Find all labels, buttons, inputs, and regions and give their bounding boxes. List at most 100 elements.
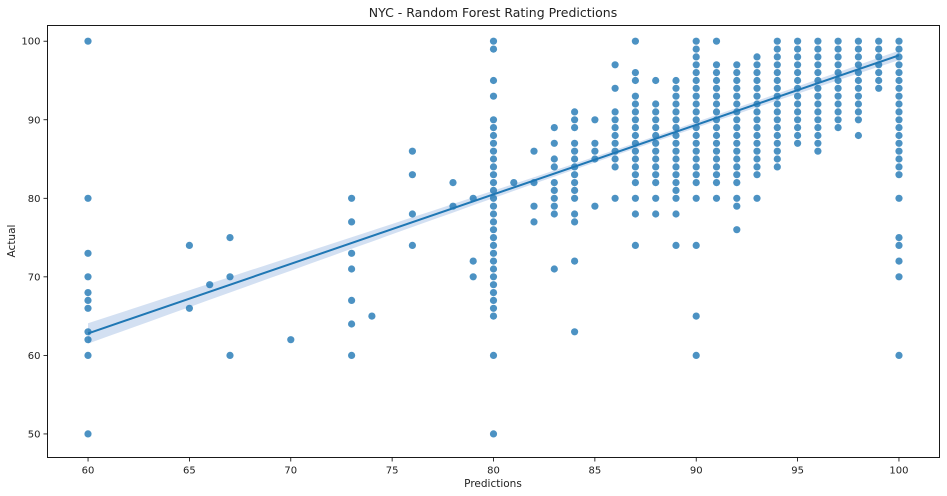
data-point — [672, 131, 680, 140]
data-point — [733, 100, 741, 108]
data-point — [611, 139, 619, 147]
data-point — [692, 92, 700, 100]
data-point — [692, 171, 700, 179]
y-axis: 50 60 70 80 90 100 — [21, 37, 48, 440]
data-point — [814, 45, 822, 53]
data-point — [875, 37, 883, 45]
data-point — [489, 124, 498, 132]
data-point — [773, 155, 781, 163]
x-tick-label: 90 — [690, 466, 703, 477]
data-point — [895, 131, 903, 140]
data-point — [854, 61, 863, 69]
data-point — [489, 194, 498, 202]
data-point — [489, 241, 498, 249]
data-point — [571, 139, 579, 147]
data-point — [753, 116, 761, 124]
data-point — [226, 351, 234, 359]
data-point — [348, 296, 356, 304]
data-point — [895, 155, 903, 163]
data-point — [84, 273, 92, 281]
data-point — [692, 84, 700, 92]
data-point — [854, 108, 863, 116]
data-point — [348, 249, 356, 257]
data-point — [571, 218, 579, 226]
data-point — [489, 289, 498, 297]
data-point — [571, 194, 579, 202]
data-point — [652, 108, 660, 116]
data-point — [692, 155, 700, 163]
data-point — [692, 194, 700, 202]
data-point — [611, 155, 619, 163]
data-point — [672, 210, 680, 218]
data-point — [571, 186, 579, 194]
data-point — [875, 45, 883, 53]
data-point — [834, 84, 842, 92]
data-point — [895, 194, 903, 202]
data-point — [753, 92, 761, 100]
data-point — [571, 124, 579, 132]
x-tick-label: 70 — [284, 466, 297, 477]
data-point — [773, 163, 781, 171]
data-point — [672, 124, 680, 132]
data-point — [489, 304, 498, 312]
data-point — [773, 76, 781, 85]
data-point — [733, 139, 741, 147]
data-point — [733, 171, 741, 179]
data-point — [672, 147, 680, 155]
data-point — [489, 92, 498, 100]
data-point — [611, 116, 619, 124]
data-point — [591, 116, 599, 124]
plot-area — [84, 37, 903, 438]
data-point — [692, 312, 700, 320]
data-point — [854, 131, 863, 140]
data-point — [571, 155, 579, 163]
data-point — [571, 257, 579, 265]
data-point — [753, 131, 761, 140]
data-point — [652, 163, 660, 171]
data-point — [854, 92, 863, 100]
data-point — [84, 194, 92, 202]
data-point — [185, 241, 193, 249]
data-point — [854, 45, 863, 53]
y-tick-label: 60 — [28, 351, 41, 362]
data-point — [712, 37, 721, 45]
data-point — [875, 53, 883, 61]
data-point — [733, 131, 741, 140]
data-point — [489, 37, 498, 45]
data-point — [712, 155, 721, 163]
data-point — [773, 124, 781, 132]
data-point — [773, 53, 781, 61]
data-point — [185, 304, 193, 312]
data-point — [611, 84, 619, 92]
y-tick-label: 70 — [28, 272, 41, 283]
data-point — [489, 45, 498, 53]
data-point — [672, 163, 680, 171]
data-point — [692, 139, 700, 147]
data-point — [895, 116, 903, 124]
data-point — [712, 108, 721, 116]
data-point — [489, 210, 498, 218]
data-point — [733, 226, 741, 234]
data-point — [895, 45, 903, 53]
data-point — [814, 108, 822, 116]
data-point — [794, 76, 802, 85]
data-point — [794, 53, 802, 61]
x-tick-label: 95 — [791, 466, 804, 477]
data-point — [753, 53, 761, 61]
data-point — [712, 84, 721, 92]
data-point — [692, 131, 700, 140]
data-point — [631, 37, 640, 45]
data-point — [408, 147, 416, 155]
data-point — [611, 194, 619, 202]
data-point — [84, 289, 92, 297]
data-point — [712, 61, 721, 69]
data-point — [794, 131, 802, 140]
data-point — [692, 45, 700, 53]
data-point — [712, 69, 721, 77]
data-point — [84, 296, 92, 304]
data-point — [692, 100, 700, 108]
data-point — [753, 155, 761, 163]
data-point — [753, 194, 761, 202]
